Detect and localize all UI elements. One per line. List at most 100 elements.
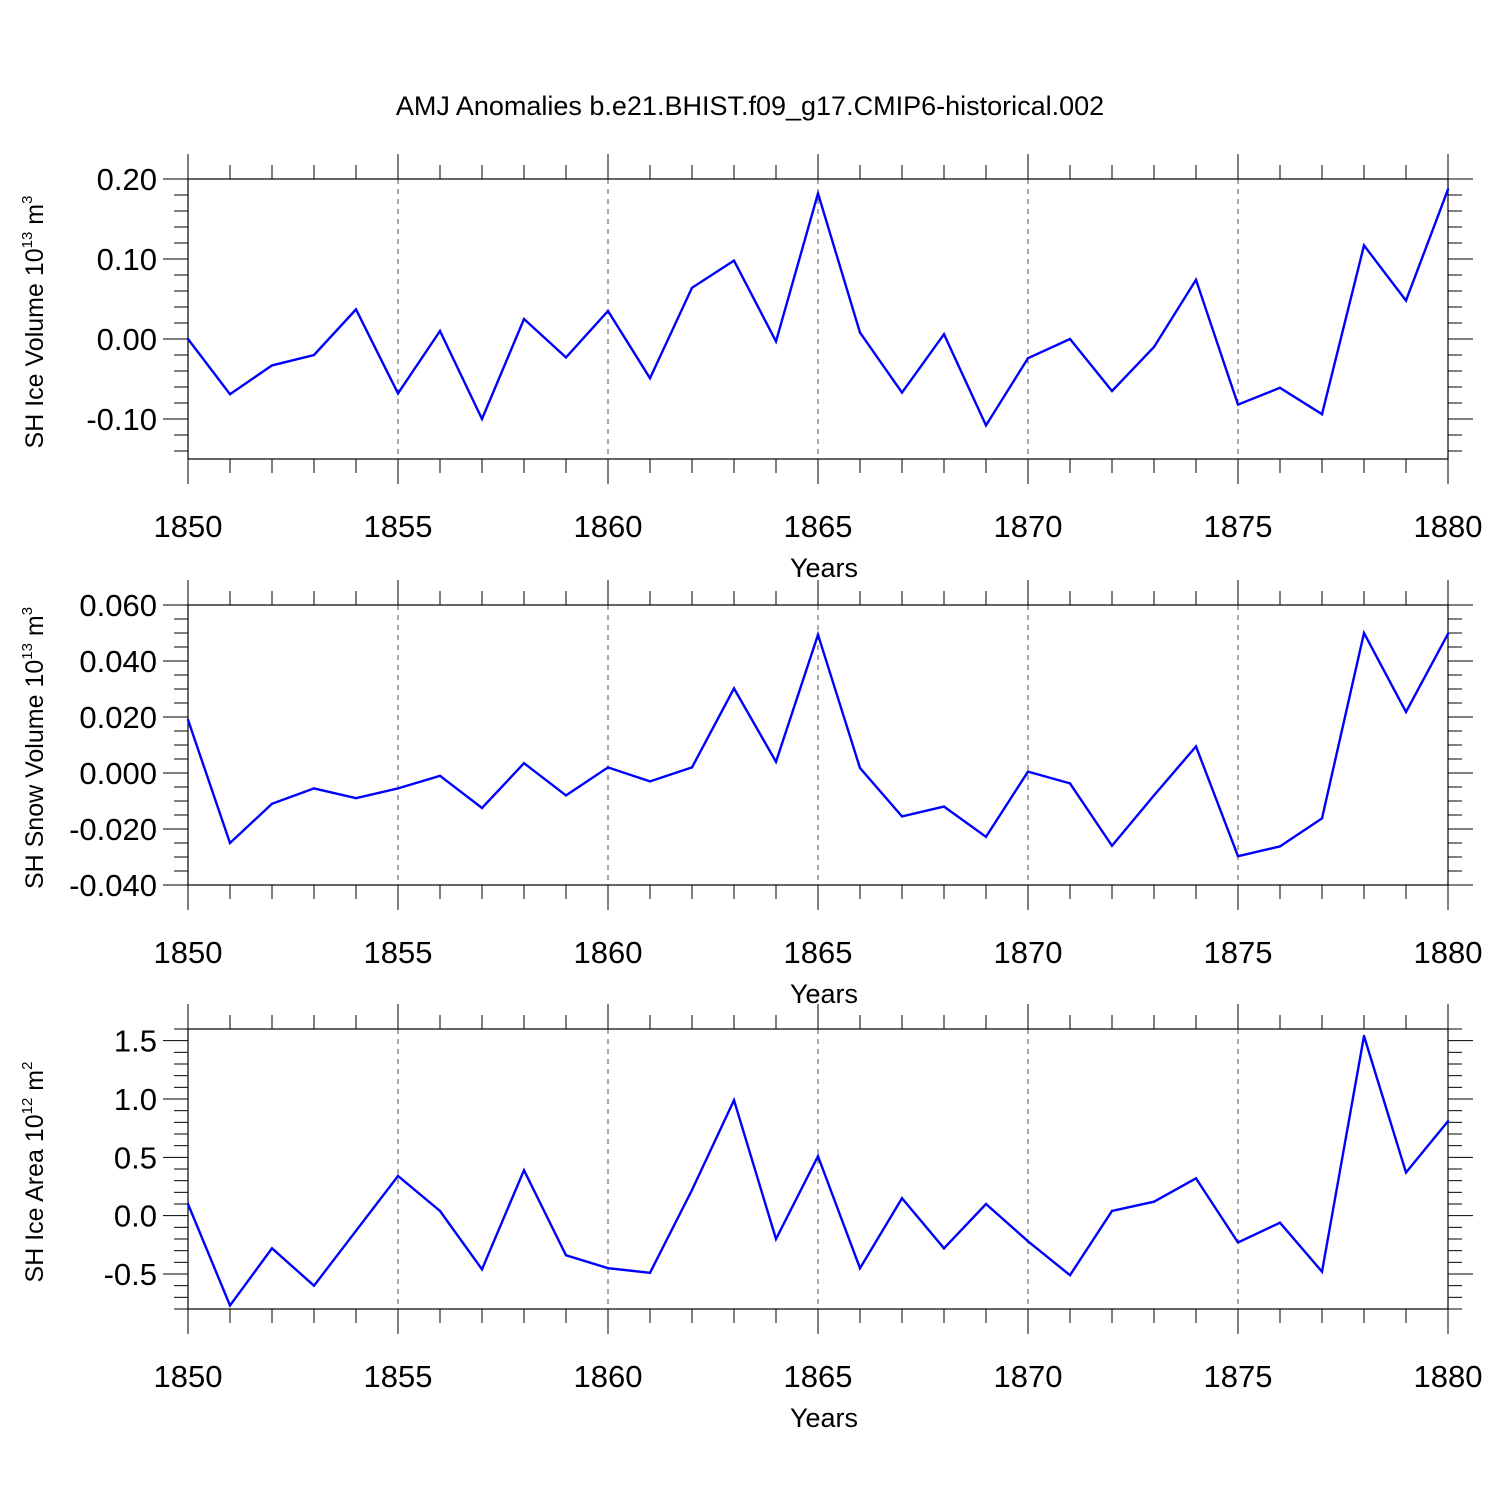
y-tick-label: 0.00 xyxy=(97,322,157,357)
data-point xyxy=(186,718,190,721)
x-axis-label: Years xyxy=(790,979,858,1009)
data-point xyxy=(1236,403,1240,406)
data-point xyxy=(732,259,736,262)
y-axis-label: SH Ice Area 1012 m2 xyxy=(19,1062,49,1283)
x-tick-label: 1850 xyxy=(154,509,223,544)
x-tick-label: 1865 xyxy=(784,509,853,544)
data-point xyxy=(690,1188,694,1192)
data-point xyxy=(522,1168,526,1172)
data-point xyxy=(1026,357,1030,360)
data-point xyxy=(1362,1034,1366,1038)
data-point xyxy=(732,1098,736,1102)
data-point xyxy=(312,353,316,357)
data-point xyxy=(1446,1119,1450,1123)
data-point xyxy=(354,797,358,800)
data-point xyxy=(816,633,820,636)
data-point xyxy=(480,1268,484,1271)
data-point xyxy=(354,308,358,311)
data-point xyxy=(648,377,652,380)
y-tick-label: 0.040 xyxy=(79,644,157,679)
data-point xyxy=(1278,845,1282,848)
y-axis-label-unit: m xyxy=(21,1070,49,1098)
chart-panel-2: 1850 1855 1860 1865 1870 1875 1880 -0.040 -0.020… xyxy=(19,580,1482,1009)
data-point xyxy=(564,1254,568,1257)
y-tick-label: 0.10 xyxy=(97,242,157,277)
chart-title: AMJ Anomalies b.e21.BHIST.f09_g17.CMIP6-… xyxy=(396,91,1104,121)
data-point xyxy=(1194,745,1198,748)
data-point xyxy=(396,787,400,790)
y-tick-label: -0.5 xyxy=(104,1257,157,1292)
data-point xyxy=(1320,817,1324,820)
x-tick-label: 1850 xyxy=(154,935,223,970)
x-tick-label: 1870 xyxy=(994,509,1063,544)
data-point xyxy=(1404,1171,1408,1174)
data-point xyxy=(228,841,232,845)
y-axis-label-exponent: 13 xyxy=(19,643,36,660)
data-point xyxy=(438,774,442,777)
data-point xyxy=(1194,1177,1198,1180)
x-axis-label: Years xyxy=(790,1403,858,1433)
data-point xyxy=(1404,710,1408,714)
data-point xyxy=(564,356,568,359)
data-point xyxy=(186,1202,190,1206)
data-point xyxy=(942,805,946,808)
data-point xyxy=(858,766,862,770)
data-point xyxy=(1110,1209,1114,1213)
data-point xyxy=(984,424,988,427)
data-point xyxy=(984,835,988,839)
y-tick-label: -0.020 xyxy=(69,812,157,847)
x-tick-label: 1865 xyxy=(784,935,853,970)
data-point xyxy=(984,1202,988,1206)
y-axis-label-unit: m xyxy=(21,615,49,643)
y-axis-label-unit: m xyxy=(21,204,49,232)
y-tick-label: 0.0 xyxy=(114,1199,157,1234)
y-tick-label: 0.000 xyxy=(79,756,157,791)
data-point xyxy=(774,1237,778,1241)
data-point xyxy=(1278,386,1282,389)
y-axis-label: SH Snow Volume 1013 m3 xyxy=(19,607,49,889)
data-point xyxy=(270,802,274,805)
data-point xyxy=(816,1154,820,1158)
data-point xyxy=(1152,1200,1156,1203)
y-axis-label: SH Ice Volume 1013 m3 xyxy=(19,196,49,449)
y-axis-label-text: SH Ice Area 10 xyxy=(21,1114,49,1282)
data-point xyxy=(606,1266,610,1270)
y-tick-label: -0.040 xyxy=(69,868,157,903)
data-point xyxy=(858,1266,862,1270)
data-point xyxy=(774,760,778,763)
data-point xyxy=(1026,1240,1030,1243)
data-point xyxy=(942,1247,946,1250)
data-point xyxy=(186,337,190,341)
data-point xyxy=(732,687,736,690)
data-point xyxy=(1362,244,1366,247)
data-point xyxy=(1194,278,1198,281)
data-point xyxy=(1320,1270,1324,1273)
data-point xyxy=(522,762,526,765)
data-point xyxy=(1110,389,1114,393)
data-point xyxy=(1446,188,1450,191)
data-point xyxy=(480,417,484,421)
data-point xyxy=(1152,345,1156,349)
data-point xyxy=(1236,854,1240,858)
x-tick-label: 1855 xyxy=(364,935,433,970)
data-point xyxy=(690,766,694,769)
x-tick-label: 1875 xyxy=(1204,509,1273,544)
data-point xyxy=(312,1284,316,1287)
data-point xyxy=(1110,844,1114,847)
data-point xyxy=(396,1174,400,1178)
data-point xyxy=(270,364,274,367)
x-tick-label: 1860 xyxy=(574,509,643,544)
data-point xyxy=(228,1304,232,1307)
y-tick-label: 1.0 xyxy=(114,1082,157,1117)
data-point xyxy=(1446,632,1450,636)
data-point xyxy=(1404,299,1408,302)
x-tick-label: 1860 xyxy=(574,935,643,970)
data-point xyxy=(1026,770,1030,773)
data-point xyxy=(270,1247,274,1250)
x-tick-label: 1855 xyxy=(364,1359,433,1394)
data-point xyxy=(900,1196,904,1200)
data-point xyxy=(1068,1273,1072,1277)
chart-panel-3: 1850 1855 1860 1865 1870 1875 1880 -0.5 0.0 0.5 1.… xyxy=(19,1004,1482,1433)
data-point xyxy=(942,333,946,336)
data-point xyxy=(396,392,400,395)
